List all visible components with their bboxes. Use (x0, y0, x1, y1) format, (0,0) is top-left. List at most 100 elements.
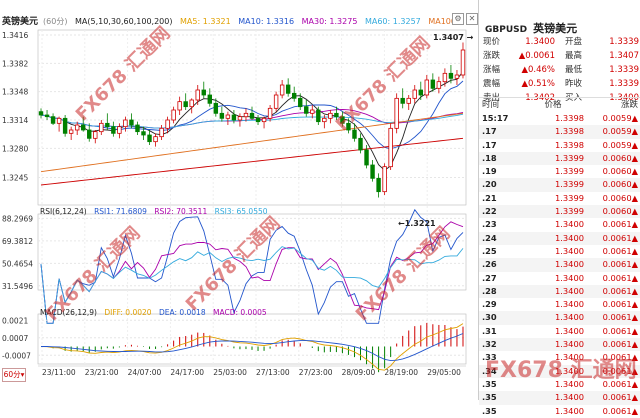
tick-p: 1.3400 (554, 405, 584, 416)
tick-row: .19 1.3399 0.0060▲ (479, 165, 640, 178)
quote-l1: 涨跌 (483, 51, 501, 61)
candle-body (87, 129, 92, 139)
tick-t: .17 (482, 139, 497, 150)
chart-header: 英镑美元 (60分) MA(5,10,30,60,100,200) MA5: 1.… (2, 14, 461, 28)
tick-c: 0.0061▲ (602, 219, 638, 230)
tick-c: 0.0061▲ (602, 352, 638, 363)
chart-canvas[interactable]: 1.3416 1.3382 1.3348 1.3314 1.3280 1.3245 23/1… (0, 0, 478, 400)
candle-body (400, 97, 405, 104)
candle-body (129, 119, 134, 126)
candle-body (261, 117, 267, 123)
candle-body (285, 84, 291, 94)
tick-row: .20 1.3399 0.0060▲ (479, 178, 640, 192)
chart-period: (60分) (43, 17, 68, 26)
candle-body (340, 116, 345, 124)
candle-body (322, 117, 327, 123)
tick-header: 时间 价格 涨跌 (479, 97, 640, 112)
candle-body (183, 101, 188, 108)
tick-t: .23 (482, 219, 497, 230)
tick-p: 1.3400 (554, 299, 584, 310)
tick-p: 1.3400 (554, 352, 584, 363)
tick-t: .28 (482, 285, 497, 296)
candle-body (207, 94, 213, 104)
close-icon[interactable]: ✕ (466, 13, 478, 25)
price-tick-label: 1.3280 (2, 144, 28, 153)
tick-row: .34 1.3400 0.0061▲ (479, 364, 640, 378)
price-tick-label: 1.3245 (2, 174, 28, 183)
candle-body (93, 131, 98, 139)
tick-c: 0.0059▲ (602, 139, 638, 150)
quote-summary: 现价 1.3400 开盘 1.3339 涨跌 ▲0.0061 最高 1.3407 涨幅 ▲0.46… (483, 35, 639, 105)
quote-v1: 1.3400 (525, 37, 555, 47)
candle-body (328, 112, 333, 119)
tick-t: .29 (482, 299, 497, 310)
tick-row: .35 1.3400 0.0061▲ (479, 378, 640, 391)
ma100-line (40, 112, 464, 173)
tick-t: .19 (482, 166, 497, 177)
tick-row: .17 1.3398 0.0059▲ (479, 125, 640, 139)
tick-list[interactable]: 15:17 1.3398 0.0059▲ .17 1.3398 0.0059▲ .17 1.3… (479, 112, 640, 418)
tick-t: .35 (482, 378, 497, 389)
candle-body (189, 99, 194, 108)
candle-body (352, 129, 357, 139)
macd-value: MACD: 0.0005 (213, 308, 267, 317)
price-tick-label: 1.3382 (2, 59, 28, 68)
tick-row: .29 1.3400 0.0061▲ (479, 298, 640, 311)
candle-body (255, 117, 261, 123)
candle-body (316, 109, 321, 123)
rsi3-line (40, 246, 464, 324)
diff-line (40, 323, 464, 371)
candle-body (364, 149, 369, 166)
candle-body (448, 72, 454, 79)
tick-p: 1.3399 (554, 206, 584, 217)
candle-body (394, 97, 399, 129)
candle-body (418, 89, 423, 96)
quote-row: 震幅 ▲0.51% 昨收 1.3339 (483, 77, 639, 91)
tick-t: .35 (482, 392, 497, 403)
tick-c: 0.0061▲ (602, 299, 638, 310)
quote-l2: 最高 (565, 51, 583, 61)
tick-t: .35 (482, 405, 497, 416)
candle-body (62, 117, 68, 134)
candle-body (243, 112, 249, 118)
rsi-params: RSI(6,12,24) (40, 207, 87, 216)
quote-l1: 现价 (483, 37, 501, 47)
candle-body (147, 134, 152, 143)
diff-value: DIFF: 0.0020 (104, 308, 152, 317)
candle-body (454, 74, 460, 79)
tick-t: .27 (482, 272, 497, 283)
tick-row: .25 1.3400 0.0061▲ (479, 245, 640, 258)
rsi1-line (40, 208, 464, 324)
tick-c: 0.0060▲ (602, 152, 638, 163)
candle-body (267, 107, 273, 119)
quote-row: 现价 1.3400 开盘 1.3339 (483, 35, 639, 49)
settings-icon[interactable]: ⚙ (452, 13, 464, 25)
quote-l1: 卖出 (483, 93, 501, 103)
time-tick-label: 24/17:00 (170, 368, 204, 377)
candle-body (105, 122, 110, 128)
tick-t: .30 (482, 312, 497, 323)
col-time: 时间 (482, 100, 500, 110)
rsi3-value: RSI3: 65.0550 (214, 207, 268, 216)
macd-tick-label: -0.0007 (2, 351, 31, 360)
quote-code: GBPUSD (485, 25, 528, 35)
macd-params: MACD(26,12,9) (40, 308, 97, 317)
candle-body (237, 116, 243, 121)
tick-p: 1.3400 (554, 285, 584, 296)
tick-row: .18 1.3399 0.0060▲ (479, 151, 640, 166)
tick-row: .22 1.3399 0.0060▲ (479, 205, 640, 219)
tick-c: 0.0061▲ (602, 285, 638, 296)
candle-body (376, 177, 381, 193)
candle-body (177, 101, 182, 111)
ma5-value: MA5: 1.3321 (180, 17, 231, 26)
tick-row: .35 1.3400 0.0061▲ (479, 391, 640, 405)
rsi-tick-label: 88.2969 (2, 214, 33, 223)
candle-body (44, 114, 50, 118)
time-tick-label: 27/23:00 (299, 368, 333, 377)
tick-c: 0.0060▲ (602, 179, 638, 190)
price-tick-label: 1.3348 (2, 88, 28, 97)
period-selector[interactable]: 60分▾ (2, 368, 26, 382)
dea-value: DEA: 0.0018 (158, 308, 206, 317)
chart-area[interactable]: 1.3416 1.3382 1.3348 1.3314 1.3280 1.3245 23/1… (0, 0, 478, 400)
quote-name: 英镑美元 (533, 22, 578, 35)
